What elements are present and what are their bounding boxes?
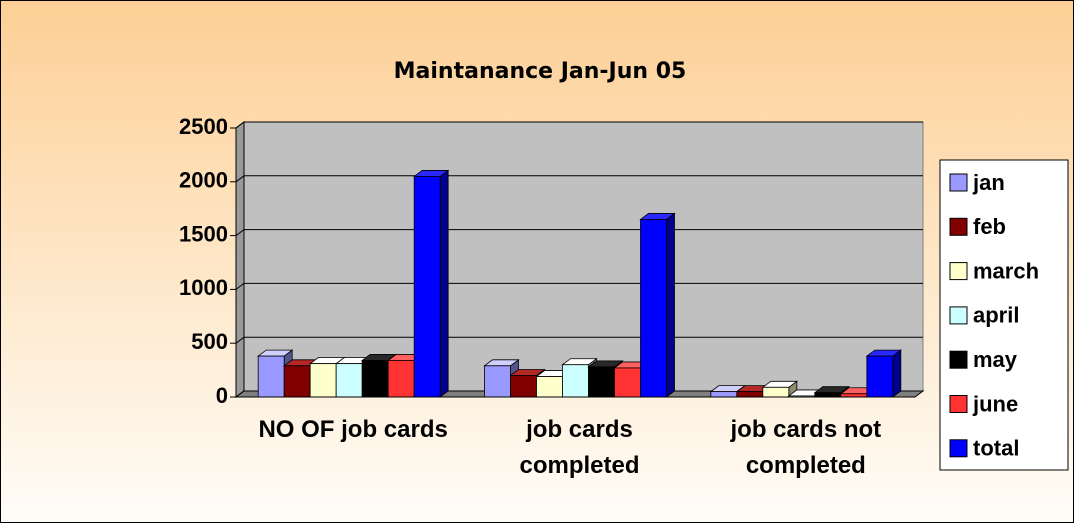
legend-label: may [973, 347, 1018, 372]
grid-line [235, 121, 923, 129]
legend-swatch [949, 350, 968, 369]
bar [866, 355, 894, 398]
y-tick-label: 1500 [179, 221, 228, 246]
y-tick-label: 1000 [179, 275, 228, 300]
bar [536, 376, 563, 398]
y-tick-label: 2500 [179, 114, 228, 139]
legend-label: feb [973, 214, 1006, 239]
bar [814, 392, 842, 398]
bar [588, 366, 615, 398]
legend-label: total [973, 436, 1019, 461]
bar-side [666, 212, 675, 398]
grid-line [235, 229, 923, 237]
legend-swatch [949, 217, 968, 236]
bar [361, 360, 389, 398]
bar [484, 365, 511, 398]
x-tick-label: job cards not completed [730, 416, 882, 479]
legend-swatch [949, 395, 968, 413]
bar [562, 364, 589, 398]
bar [614, 367, 641, 398]
side-wall [235, 121, 245, 398]
y-tick-label: 500 [191, 329, 228, 354]
bar-side [892, 349, 902, 398]
bar [309, 363, 337, 398]
y-tick-label: 2000 [179, 168, 228, 193]
chart-title: Maintanance Jan-Jun 05 [394, 59, 687, 84]
legend-swatch [949, 262, 968, 281]
bar [335, 363, 363, 398]
bar [736, 391, 764, 398]
y-tick-label: 0 [216, 383, 228, 408]
grid-line [235, 282, 923, 290]
bar [283, 365, 311, 398]
bar-side [439, 169, 449, 398]
bar [640, 219, 667, 398]
legend-swatch [949, 306, 968, 325]
legend-label: april [973, 303, 1019, 328]
legend-swatch [949, 439, 968, 458]
grid-line [235, 175, 923, 183]
grid-line [235, 336, 923, 344]
bar [387, 360, 415, 398]
bar [762, 386, 790, 398]
legend-swatch [949, 173, 968, 192]
x-tick-label: job cards completed [519, 416, 640, 479]
bar [710, 391, 738, 398]
plot-wall [243, 121, 924, 392]
bar [510, 375, 537, 398]
bar [257, 355, 285, 398]
x-tick-label: NO OF job cards [258, 416, 448, 443]
legend-label: march [973, 258, 1039, 283]
grid-line [235, 390, 923, 398]
legend-label: june [972, 391, 1018, 416]
bar [413, 176, 441, 398]
legend-label: jan [972, 170, 1005, 195]
